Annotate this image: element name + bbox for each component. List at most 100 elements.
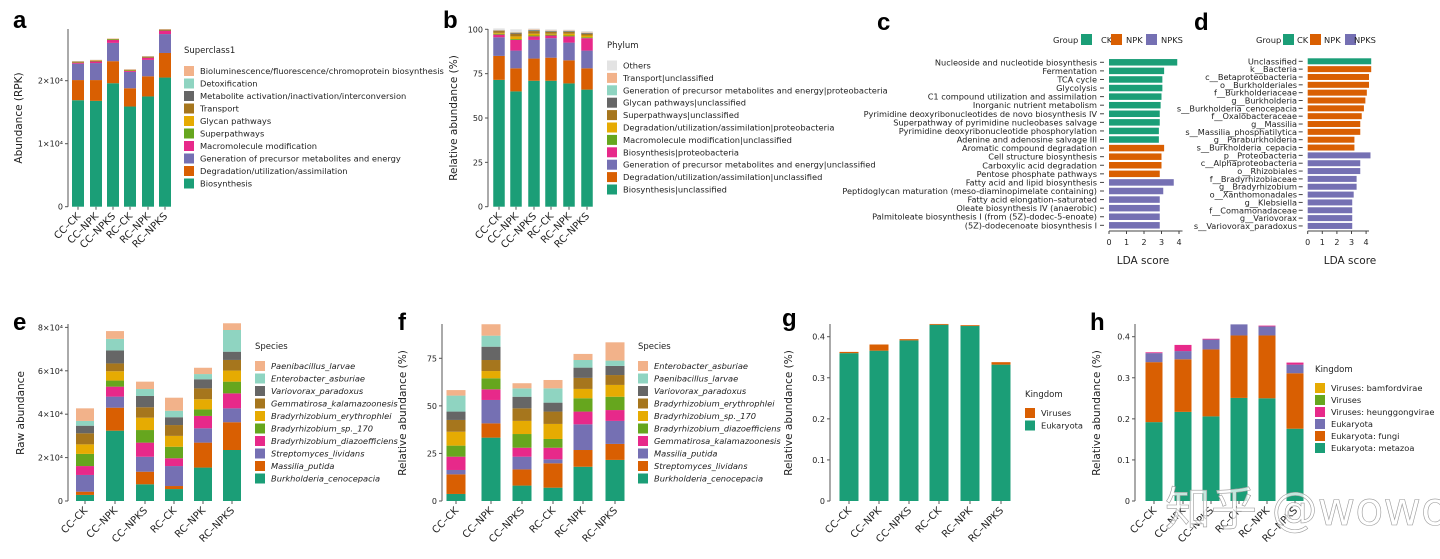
legend-swatch <box>255 448 265 459</box>
legend-title: Species <box>255 342 288 352</box>
legend-swatch <box>184 153 194 164</box>
bar-segment-e-5-8 <box>223 330 241 352</box>
y-tick-label: 0 <box>58 497 63 506</box>
bar-segment-b-1-5 <box>510 36 522 40</box>
lda-label: s__Massilia_phosphatilytica <box>1185 127 1297 137</box>
bar-segment-b-0-9 <box>493 30 505 31</box>
x-tick-label: RC–NPKS <box>581 505 620 544</box>
bar-segment-a-0-4 <box>72 62 84 63</box>
bar-segment-a-0-2 <box>72 63 84 81</box>
bar-segment-f-2-1 <box>512 469 532 486</box>
bar-segment-a-2-4 <box>107 39 119 41</box>
lda-label: Palmitoleate biosynthesis I (from (5Z)-d… <box>872 212 1097 222</box>
lda-label: o__Xanthomonadales <box>1210 190 1297 200</box>
bar-segment-h-1-1 <box>1174 359 1192 412</box>
x-tick-label: 4 <box>1176 238 1181 247</box>
bar-segment-a-0-0 <box>72 100 84 207</box>
bar-segment-f-1-3 <box>481 389 501 400</box>
bar-segment-a-3-5 <box>124 69 136 71</box>
bar-segment-h-2-1 <box>1202 349 1220 417</box>
bar-segment-b-2-6 <box>528 31 540 34</box>
bar-segment-f-1-6 <box>481 360 501 372</box>
lda-bar <box>1109 222 1160 229</box>
y-tick-label: 0.1 <box>1117 456 1130 465</box>
legend-swatch <box>638 411 648 421</box>
bar-segment-b-5-5 <box>581 35 593 38</box>
legend-entry: Paenibacillus_larvae <box>271 361 355 371</box>
bar-segment-b-2-4 <box>528 35 540 37</box>
legend-entry: Metabolite activation/inactivation/inter… <box>200 91 406 101</box>
legend-title: Phylum <box>607 41 639 51</box>
lda-bar <box>1307 199 1353 206</box>
lda-label: Pyrimidine deoxyribonucleotides de novo … <box>864 109 1098 119</box>
bar-segment-f-4-3 <box>573 411 593 425</box>
legend-entry: Bradyrhizobium_diazoefficiens <box>271 436 399 446</box>
legend-swatch <box>1315 383 1325 393</box>
panel-letter: b <box>443 7 458 34</box>
lda-label: s__Burkholderia_cenocepacia <box>1177 103 1297 113</box>
bar-segment-a-2-0 <box>107 83 119 207</box>
legend-swatch <box>607 110 617 121</box>
bar-segment-f-3-1 <box>543 463 563 488</box>
watermark: 知乎 @wowo <box>1165 482 1440 536</box>
y-tick-label: 25 <box>427 449 437 458</box>
legend-entry: Enterobacter_asburiae <box>271 374 365 384</box>
bar-segment-a-3-0 <box>124 106 136 207</box>
bar-segment-e-3-7 <box>165 417 183 426</box>
legend-swatch <box>255 398 265 409</box>
bar-segment-e-1-8 <box>106 338 124 351</box>
x-tick-label: 3 <box>1159 238 1164 247</box>
bar-segment-b-2-1 <box>528 58 540 81</box>
legend-swatch <box>1111 34 1122 45</box>
bar-segment-f-2-5 <box>512 420 532 435</box>
bar-segment-f-4-1 <box>573 450 593 467</box>
bar-segment-f-3-5 <box>543 423 563 439</box>
bar-segment-f-0-3 <box>446 456 466 470</box>
bar-segment-e-0-4 <box>76 453 94 467</box>
bar-segment-f-2-6 <box>512 408 532 421</box>
y-axis-label: Relative abundance (%) <box>448 55 460 181</box>
lda-label: f__Comamonadaceae <box>1209 205 1297 215</box>
bar-segment-a-5-3 <box>159 30 171 35</box>
legend-swatch <box>184 91 194 101</box>
legend-title: Group <box>1053 35 1078 45</box>
bar-segment-b-0-1 <box>493 55 505 80</box>
legend-entry: Eukaryota: fungi <box>1331 431 1399 441</box>
bar-segment-h-0-2 <box>1145 353 1163 363</box>
bar-segment-h-1-2 <box>1174 351 1192 360</box>
bar-segment-f-0-4 <box>446 445 466 457</box>
bar-segment-e-5-2 <box>223 408 241 423</box>
bar-segment-h-3-1 <box>1230 335 1248 398</box>
lda-label: g__Variovorax <box>1240 213 1297 223</box>
lda-label: g__Bradyrhizobium <box>1219 182 1297 192</box>
bar-segment-b-5-0 <box>581 89 593 207</box>
bar-segment-b-2-7 <box>528 30 540 32</box>
y-tick-label: 0.4 <box>812 333 825 342</box>
bar-segment-f-1-5 <box>481 371 501 379</box>
bar-segment-e-0-2 <box>76 474 94 492</box>
bar-segment-e-3-0 <box>165 489 183 501</box>
bar-segment-f-5-0 <box>605 459 625 501</box>
bar-segment-a-3-2 <box>124 71 136 89</box>
bar-segment-e-3-5 <box>165 435 183 447</box>
bar-segment-f-5-3 <box>605 410 625 421</box>
lda-bar <box>1307 144 1355 151</box>
bar-segment-a-5-9 <box>159 29 171 30</box>
lda-bar <box>1109 84 1163 92</box>
bar-segment-b-4-4 <box>563 35 575 37</box>
x-tick-label: 0 <box>1106 238 1111 247</box>
legend-entry: Eukaryota <box>1041 421 1083 431</box>
bar-segment-b-3-1 <box>545 57 557 81</box>
legend-swatch <box>638 398 648 409</box>
lda-label: Carboxylic acid degradation <box>982 160 1097 170</box>
lda-bar <box>1307 136 1355 143</box>
bar-segment-b-4-9 <box>563 30 575 32</box>
lda-label: k__Bacteria <box>1250 64 1297 74</box>
legend-entry: CK <box>1101 35 1113 45</box>
legend-entry: Generation of precursor metabolites and … <box>623 85 888 95</box>
legend-entry: Viruses: heunggongvirae <box>1331 407 1434 417</box>
lda-bar <box>1307 66 1372 73</box>
bar-segment-b-1-6 <box>510 33 522 37</box>
